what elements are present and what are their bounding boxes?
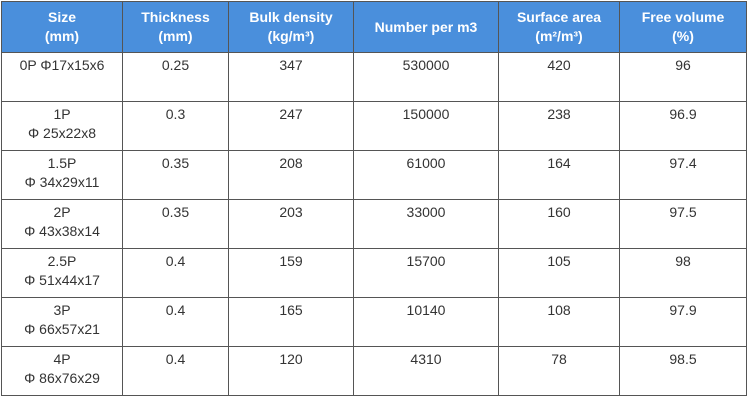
table-body: 0P Φ17x15x6 0.25 347 530000 420 96 1P Φ 25x22x8… [1, 52, 747, 396]
table-cell: 96.9 [619, 101, 747, 151]
cell-line: (mm) [44, 28, 80, 44]
cell-line: Free volume [641, 9, 725, 25]
table-cell: 0.3 [122, 101, 229, 151]
table-cell: 4310 [353, 346, 499, 396]
table-row: 4P Φ 86x76x29 0.4 120 4310 78 98.5 [1, 346, 747, 396]
cell-line: Φ 25x22x8 [28, 125, 96, 141]
cell-line: (%) [672, 28, 694, 44]
cell-line: 2.5P [47, 253, 77, 269]
table-cell: 1.5P Φ 34x29x11 [1, 150, 123, 200]
cell-line: Φ 86x76x29 [24, 370, 100, 386]
cell-line: (m²/m³) [535, 28, 583, 44]
header-cell: Surface area (m²/m³) [498, 1, 620, 53]
table-cell: 2P Φ 43x38x14 [1, 199, 123, 249]
table-cell: 160 [498, 199, 620, 249]
cell-line: Φ 34x29x11 [24, 174, 100, 190]
header-cell: Bulk density (kg/m³) [228, 1, 354, 53]
table-cell: 97.5 [619, 199, 747, 249]
cell-line: 3P [53, 302, 71, 318]
table-cell: 150000 [353, 101, 499, 151]
table-cell: 0P Φ17x15x6 [1, 52, 123, 102]
table-cell: 3P Φ 66x57x21 [1, 297, 123, 347]
table-cell: 105 [498, 248, 620, 298]
table-row: 2.5P Φ 51x44x17 0.4 159 15700 105 98 [1, 248, 747, 298]
cell-line: Size [47, 9, 76, 25]
cell-line: 0P Φ17x15x6 [19, 57, 105, 73]
table-cell: 0.35 [122, 199, 229, 249]
table-cell: 0.4 [122, 248, 229, 298]
table-cell: 33000 [353, 199, 499, 249]
table-cell: 238 [498, 101, 620, 151]
table-cell: 98.5 [619, 346, 747, 396]
cell-line: Φ 66x57x21 [24, 321, 100, 337]
cell-line: Number per m3 [374, 18, 478, 35]
header-cell: Free volume (%) [619, 1, 747, 53]
table-cell: 203 [228, 199, 354, 249]
table-row: 0P Φ17x15x6 0.25 347 530000 420 96 [1, 52, 747, 102]
header-cell: Thickness (mm) [122, 1, 229, 53]
header-row: Size (mm) Thickness (mm) Bulk density (kg/m³)… [1, 1, 747, 53]
table-cell: 78 [498, 346, 620, 396]
cell-line: 1.5P [47, 155, 77, 171]
table-cell: 159 [228, 248, 354, 298]
table-cell: 347 [228, 52, 354, 102]
table-cell: 208 [228, 150, 354, 200]
table-cell: 420 [498, 52, 620, 102]
table-row: 3P Φ 66x57x21 0.4 165 10140 108 97.9 [1, 297, 747, 347]
table-cell: 0.25 [122, 52, 229, 102]
cell-line: (kg/m³) [267, 28, 315, 44]
table-cell: 0.35 [122, 150, 229, 200]
table-cell: 164 [498, 150, 620, 200]
table-cell: 4P Φ 86x76x29 [1, 346, 123, 396]
table-cell: 165 [228, 297, 354, 347]
cell-line: Thickness [141, 9, 210, 25]
table-cell: 120 [228, 346, 354, 396]
cell-line: Surface area [516, 9, 602, 25]
table-row: 1P Φ 25x22x8 0.3 247 150000 238 96.9 [1, 101, 747, 151]
data-table: Size (mm) Thickness (mm) Bulk density (kg/m³)… [1, 1, 747, 396]
cell-line: Φ 43x38x14 [24, 223, 100, 239]
table-cell: 15700 [353, 248, 499, 298]
table-cell: 97.4 [619, 150, 747, 200]
table-row: 1.5P Φ 34x29x11 0.35 208 61000 164 97.4 [1, 150, 747, 200]
header-cell: Number per m3 [353, 1, 499, 53]
table-cell: 247 [228, 101, 354, 151]
cell-line: Φ 51x44x17 [24, 272, 100, 288]
cell-line: 1P [53, 106, 71, 122]
header-cell: Size (mm) [1, 1, 123, 53]
table-cell: 61000 [353, 150, 499, 200]
cell-line: 4P [53, 351, 71, 367]
table-cell: 97.9 [619, 297, 747, 347]
cell-line: (mm) [158, 28, 193, 44]
table-cell: 0.4 [122, 297, 229, 347]
cell-line: 2P [53, 204, 71, 220]
table-row: 2P Φ 43x38x14 0.35 203 33000 160 97.5 [1, 199, 747, 249]
table-cell: 10140 [353, 297, 499, 347]
table-cell: 98 [619, 248, 747, 298]
table-cell: 0.4 [122, 346, 229, 396]
table-cell: 96 [619, 52, 747, 102]
table-cell: 1P Φ 25x22x8 [1, 101, 123, 151]
table-cell: 108 [498, 297, 620, 347]
table-cell: 530000 [353, 52, 499, 102]
cell-line: Bulk density [249, 9, 333, 25]
table-cell: 2.5P Φ 51x44x17 [1, 248, 123, 298]
